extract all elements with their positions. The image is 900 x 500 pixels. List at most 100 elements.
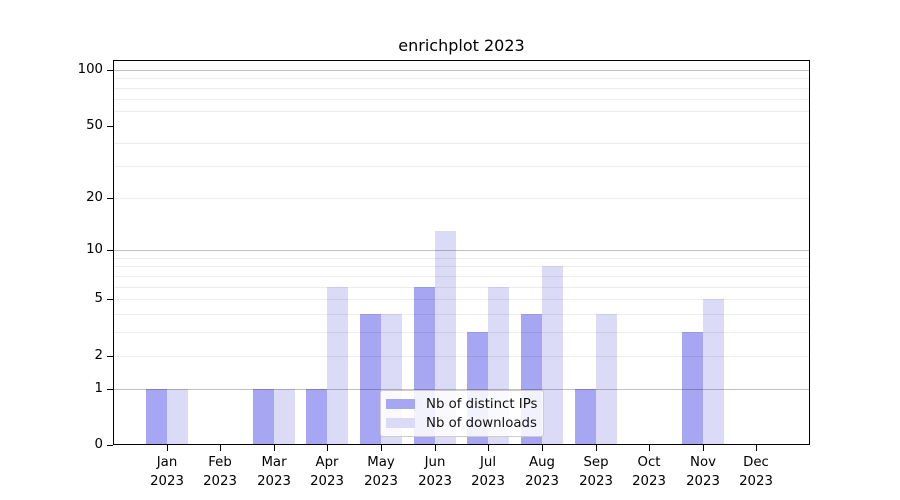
- x-tick-mark-jun: [435, 445, 436, 451]
- y-tick-label-5: 5: [94, 291, 103, 306]
- y-gridline-minor-60: [113, 111, 810, 112]
- y-gridline-minor-7: [113, 276, 810, 277]
- x-tick-month: Feb: [208, 455, 232, 470]
- x-tick-mark-mar: [274, 445, 275, 451]
- bar-ips-apr: [306, 389, 327, 445]
- x-tick-month: Oct: [637, 455, 661, 470]
- y-tick-label-50: 50: [86, 118, 103, 133]
- x-tick-year: 2023: [418, 474, 452, 489]
- y-gridline-minor-30: [113, 166, 810, 167]
- x-tick-mark-jan: [167, 445, 168, 451]
- x-tick-year: 2023: [686, 474, 720, 489]
- y-gridline-major-100: [113, 70, 810, 71]
- y-tick-mark-1: [107, 389, 113, 390]
- x-tick-mark-may: [381, 445, 382, 451]
- x-tick-year: 2023: [525, 474, 559, 489]
- bar-downloads-aug: [542, 266, 563, 445]
- y-gridline-minor-3: [113, 332, 810, 333]
- x-tick-mark-jul: [488, 445, 489, 451]
- y-gridline-minor-80: [113, 88, 810, 89]
- bar-downloads-sep: [596, 314, 617, 445]
- x-tick-month: Jul: [479, 455, 497, 470]
- bar-ips-jan: [146, 389, 167, 445]
- legend-label-downloads: Nb of downloads: [426, 415, 537, 431]
- y-tick-mark-20: [107, 198, 113, 199]
- y-tick-label-20: 20: [86, 190, 103, 205]
- bar-ips-mar: [253, 389, 274, 445]
- x-tick-label-mar: Mar 2023: [242, 453, 306, 491]
- y-gridline-major-1: [113, 389, 810, 390]
- y-gridline-major-10: [113, 250, 810, 251]
- x-tick-label-jul: Jul 2023: [456, 453, 520, 491]
- y-tick-mark-0: [107, 445, 113, 446]
- y-gridline-minor-5: [113, 299, 810, 300]
- y-tick-label-100: 100: [77, 62, 103, 77]
- y-tick-label-0: 0: [94, 437, 103, 452]
- legend-swatch-distinct-ips: [386, 399, 415, 409]
- y-gridline-minor-2: [113, 356, 810, 357]
- legend-swatch-downloads: [386, 418, 415, 428]
- chart-title: enrichplot 2023: [398, 36, 525, 55]
- x-tick-month: Dec: [743, 455, 769, 470]
- x-tick-month: Aug: [529, 455, 555, 470]
- bar-downloads-apr: [327, 287, 348, 445]
- x-tick-label-may: May 2023: [349, 453, 413, 491]
- plot-area: [113, 60, 810, 445]
- x-tick-mark-apr: [327, 445, 328, 451]
- x-tick-year: 2023: [257, 474, 291, 489]
- x-tick-label-dec: Dec 2023: [724, 453, 788, 491]
- bar-downloads-mar: [274, 389, 295, 445]
- legend-item-distinct-ips: Nb of distinct IPs: [386, 397, 537, 412]
- bar-downloads-nov: [703, 299, 724, 445]
- x-tick-mark-dec: [756, 445, 757, 451]
- legend: Nb of distinct IPs Nb of downloads: [380, 390, 544, 437]
- x-tick-label-nov: Nov 2023: [671, 453, 735, 491]
- x-tick-year: 2023: [150, 474, 184, 489]
- bar-downloads-jan: [167, 389, 188, 445]
- x-tick-label-oct: Oct 2023: [617, 453, 681, 491]
- x-tick-month: Apr: [315, 455, 339, 470]
- bar-ips-sep: [575, 389, 596, 445]
- y-tick-label-10: 10: [86, 242, 103, 257]
- x-tick-mark-nov: [703, 445, 704, 451]
- y-tick-label-1: 1: [94, 381, 103, 396]
- y-gridline-minor-20: [113, 198, 810, 199]
- bar-ips-nov: [682, 332, 703, 445]
- legend-item-downloads: Nb of downloads: [386, 416, 537, 431]
- x-tick-month: Mar: [261, 455, 287, 470]
- x-tick-mark-aug: [542, 445, 543, 451]
- x-tick-label-jan: Jan 2023: [135, 453, 199, 491]
- x-tick-month: Sep: [583, 455, 609, 470]
- x-tick-label-apr: Apr 2023: [295, 453, 359, 491]
- y-gridline-minor-70: [113, 99, 810, 100]
- x-tick-month: May: [367, 455, 395, 470]
- y-gridline-minor-40: [113, 143, 810, 144]
- x-tick-mark-oct: [649, 445, 650, 451]
- legend-label-distinct-ips: Nb of distinct IPs: [426, 396, 538, 412]
- x-tick-label-feb: Feb 2023: [188, 453, 252, 491]
- x-tick-year: 2023: [579, 474, 613, 489]
- y-tick-mark-5: [107, 299, 113, 300]
- x-tick-month: Jun: [424, 455, 446, 470]
- x-tick-year: 2023: [203, 474, 237, 489]
- bar-ips-may: [360, 314, 381, 445]
- x-tick-label-aug: Aug 2023: [510, 453, 574, 491]
- y-tick-mark-50: [107, 126, 113, 127]
- y-gridline-minor-4: [113, 314, 810, 315]
- x-tick-year: 2023: [739, 474, 773, 489]
- x-tick-mark-sep: [596, 445, 597, 451]
- x-tick-year: 2023: [364, 474, 398, 489]
- x-tick-year: 2023: [471, 474, 505, 489]
- x-tick-year: 2023: [310, 474, 344, 489]
- y-tick-mark-10: [107, 250, 113, 251]
- y-tick-mark-2: [107, 356, 113, 357]
- y-gridline-minor-90: [113, 78, 810, 79]
- x-tick-month: Nov: [690, 455, 716, 470]
- x-tick-year: 2023: [632, 474, 666, 489]
- x-tick-mark-feb: [220, 445, 221, 451]
- y-gridline-minor-6: [113, 287, 810, 288]
- y-tick-mark-100: [107, 70, 113, 71]
- x-tick-label-sep: Sep 2023: [564, 453, 628, 491]
- x-tick-label-jun: Jun 2023: [403, 453, 467, 491]
